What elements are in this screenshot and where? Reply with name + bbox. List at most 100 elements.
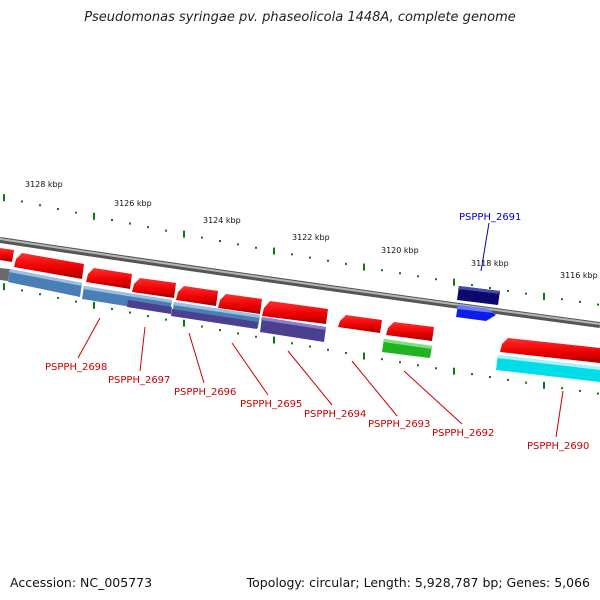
navy-feature-2691-highlight [458, 286, 500, 294]
minor-tick [525, 381, 527, 384]
minor-tick [75, 211, 77, 214]
minor-tick [327, 348, 329, 351]
major-tick [93, 301, 95, 309]
major-tick [3, 194, 5, 202]
minor-tick [381, 358, 383, 361]
minor-tick [417, 275, 419, 278]
gene-arrow-2695[interactable] [218, 294, 262, 314]
feature-track-lower [0, 268, 600, 382]
minor-tick [399, 272, 401, 275]
green-feature-2692-highlight [383, 339, 432, 349]
minor-tick [579, 389, 581, 392]
tick-label: 3128 kbp [25, 180, 63, 189]
minor-tick [327, 259, 329, 262]
minor-tick [507, 378, 509, 381]
major-tick [363, 352, 365, 360]
minor-tick [435, 367, 437, 370]
minor-tick [399, 361, 401, 364]
minor-tick [111, 218, 113, 221]
gene-arrow-2694[interactable] [262, 301, 328, 324]
callout-line-2691 [480, 222, 490, 272]
blue-feature-2697-highlight [83, 286, 172, 303]
minor-tick [219, 240, 221, 243]
minor-tick [255, 246, 257, 249]
gene-label[interactable]: PSPPH_2690 [527, 441, 589, 452]
minor-tick [21, 289, 23, 292]
major-tick [93, 212, 95, 220]
callout-line [287, 350, 333, 406]
tick-label: 3120 kbp [381, 246, 419, 255]
gene-label[interactable]: PSPPH_2691 [459, 212, 521, 223]
minor-tick [471, 284, 473, 287]
minor-tick [579, 300, 581, 303]
accession-label: Accession: NC_005773 [10, 575, 153, 590]
tick-label: 3116 kbp [560, 271, 598, 280]
gene-label[interactable]: PSPPH_2696 [174, 387, 236, 398]
inner-scale-ticks [3, 283, 599, 395]
minor-tick [435, 278, 437, 281]
callout-line [77, 317, 101, 359]
minor-tick [21, 200, 23, 203]
minor-tick [57, 296, 59, 299]
gene-track-reverse [0, 248, 600, 363]
gene-arrow-2690[interactable] [500, 338, 600, 363]
cyan-feature-2690-highlight [497, 355, 600, 370]
genome-summary: Topology: circular; Length: 5,928,787 bp… [246, 575, 590, 590]
gene-arrow-2698[interactable] [14, 253, 84, 279]
minor-tick [597, 303, 599, 306]
tick-label: 3126 kbp [114, 199, 152, 208]
minor-tick [561, 387, 563, 390]
minor-tick [345, 262, 347, 265]
gene-arrow-2691-highlight [457, 305, 494, 313]
minor-tick [39, 293, 41, 296]
major-tick [3, 283, 5, 291]
genome-backbone-highlight [0, 238, 600, 325]
tick-label: 3122 kbp [292, 233, 330, 242]
purple-feature-2694-highlight [261, 317, 326, 330]
major-tick [363, 263, 365, 271]
purple-feature-2696 [127, 300, 172, 314]
minor-tick [471, 373, 473, 376]
minor-tick [165, 229, 167, 232]
blue-feature-2698-highlight [9, 269, 82, 286]
gene-label[interactable]: PSPPH_2698 [45, 362, 107, 373]
minor-tick [597, 392, 599, 395]
callout-lines [77, 317, 564, 438]
minor-tick [201, 325, 203, 328]
minor-tick [237, 332, 239, 335]
minor-tick [417, 364, 419, 367]
minor-tick [57, 207, 59, 210]
gene-label[interactable]: PSPPH_2697 [108, 375, 170, 386]
callout-line [188, 332, 205, 384]
gene-label[interactable]: PSPPH_2693 [368, 419, 430, 430]
major-tick [273, 336, 275, 344]
gene-label[interactable]: PSPPH_2694 [304, 409, 366, 420]
callout-line [139, 326, 146, 372]
major-tick [183, 319, 185, 327]
gene-arrow[interactable] [0, 248, 14, 262]
gene-arrow-2697[interactable] [86, 268, 132, 289]
blue-feature-2698 [8, 269, 82, 297]
gene-arrow-2692[interactable] [386, 322, 434, 341]
minor-tick [75, 300, 77, 303]
callout-line [231, 342, 269, 396]
minor-tick [291, 342, 293, 345]
minor-tick [291, 253, 293, 256]
minor-tick [147, 315, 149, 318]
gene-label[interactable]: PSPPH_2692 [432, 428, 494, 439]
gene-label[interactable]: PSPPH_2695 [240, 399, 302, 410]
minor-tick [489, 287, 491, 290]
minor-tick [309, 345, 311, 348]
minor-tick [345, 351, 347, 354]
genome-title: Pseudomonas syringae pv. phaseolicola 14… [84, 10, 516, 25]
gene-arrow-2696[interactable] [132, 278, 176, 298]
minor-tick [201, 236, 203, 239]
gene-arrow-2695b[interactable] [176, 286, 218, 306]
minor-tick [129, 222, 131, 225]
callout-line [351, 360, 398, 417]
minor-tick [147, 226, 149, 229]
minor-tick [381, 269, 383, 272]
outer-scale-ticks [3, 194, 599, 306]
gene-arrow-2693[interactable] [338, 315, 382, 333]
